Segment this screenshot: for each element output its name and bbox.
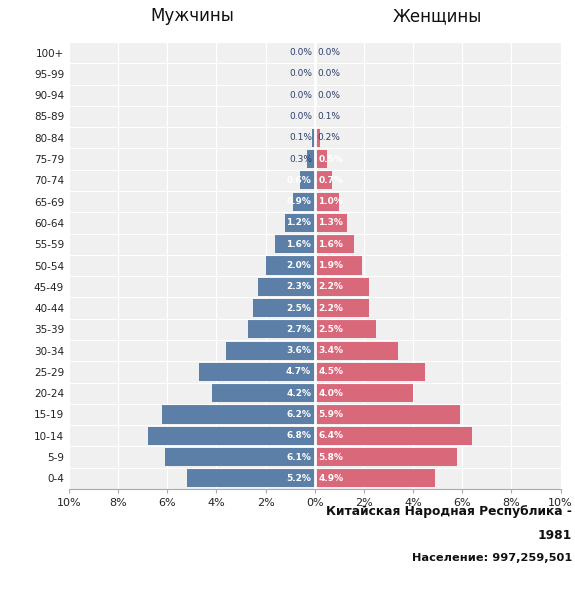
Bar [315, 384, 413, 402]
Text: 2.5%: 2.5% [286, 304, 311, 313]
Bar [312, 129, 315, 147]
Text: 2.0%: 2.0% [286, 261, 311, 270]
Bar [315, 299, 369, 317]
Text: 2.2%: 2.2% [319, 304, 343, 313]
Bar [315, 341, 398, 359]
Text: 2.3%: 2.3% [286, 282, 311, 291]
Bar [248, 320, 315, 338]
Bar [315, 406, 460, 424]
Bar [315, 427, 472, 445]
Text: 0.2%: 0.2% [317, 133, 340, 142]
Text: 1.6%: 1.6% [286, 240, 311, 249]
Bar [266, 256, 315, 275]
Text: PopulationPyramid.net: PopulationPyramid.net [32, 560, 204, 574]
Text: 5.8%: 5.8% [319, 452, 343, 461]
Bar [315, 129, 320, 147]
Text: 1.2%: 1.2% [286, 218, 311, 227]
Text: 0.0%: 0.0% [317, 91, 340, 100]
Bar [315, 363, 426, 381]
Bar [165, 448, 315, 466]
Text: 1981: 1981 [538, 529, 572, 542]
Text: 3.4%: 3.4% [319, 346, 343, 355]
Bar [315, 278, 369, 296]
Text: 0.0%: 0.0% [289, 48, 312, 57]
Bar [300, 172, 315, 190]
Text: 3.6%: 3.6% [286, 346, 311, 355]
Bar [315, 448, 457, 466]
Text: 4.9%: 4.9% [319, 474, 344, 483]
Text: 0.6%: 0.6% [286, 176, 311, 185]
Bar [258, 278, 315, 296]
Bar [275, 235, 315, 253]
Bar [315, 150, 327, 168]
Text: 0.0%: 0.0% [317, 48, 340, 57]
Bar [315, 172, 332, 190]
Bar [187, 469, 315, 487]
Text: 4.2%: 4.2% [286, 389, 311, 398]
Text: Женщины: Женщины [393, 7, 482, 25]
Text: 0.1%: 0.1% [289, 133, 312, 142]
Text: 0.1%: 0.1% [317, 112, 340, 121]
Text: 4.5%: 4.5% [319, 367, 343, 376]
Text: 6.1%: 6.1% [286, 452, 311, 461]
Text: 0.0%: 0.0% [289, 112, 312, 121]
Bar [315, 469, 435, 487]
Text: Население: 997,259,501: Население: 997,259,501 [412, 553, 572, 563]
Text: 5.9%: 5.9% [319, 410, 343, 419]
Bar [162, 406, 315, 424]
Text: 2.7%: 2.7% [286, 325, 311, 334]
Bar [315, 193, 339, 211]
Text: 1.9%: 1.9% [319, 261, 343, 270]
Text: 1.6%: 1.6% [319, 240, 343, 249]
Text: 0.9%: 0.9% [286, 197, 311, 206]
Text: 1.0%: 1.0% [319, 197, 343, 206]
Text: 0.3%: 0.3% [289, 155, 312, 164]
Text: 0.7%: 0.7% [319, 176, 343, 185]
Bar [308, 150, 315, 168]
Bar [212, 384, 315, 402]
Text: 4.7%: 4.7% [286, 367, 311, 376]
Text: 0.5%: 0.5% [319, 155, 343, 164]
Text: Китайская Народная Республика -: Китайская Народная Республика - [326, 505, 572, 518]
Bar [315, 214, 347, 232]
Text: 6.2%: 6.2% [286, 410, 311, 419]
Bar [293, 193, 315, 211]
Bar [315, 320, 376, 338]
Text: 2.2%: 2.2% [319, 282, 343, 291]
Bar [227, 341, 315, 359]
Bar [148, 427, 315, 445]
Bar [200, 363, 315, 381]
Bar [315, 256, 362, 275]
Bar [285, 214, 315, 232]
Text: 1.3%: 1.3% [319, 218, 343, 227]
Text: 0.0%: 0.0% [289, 70, 312, 79]
Text: 0.0%: 0.0% [289, 91, 312, 100]
Text: 0.0%: 0.0% [317, 70, 340, 79]
Text: 2.5%: 2.5% [319, 325, 343, 334]
Text: 5.2%: 5.2% [286, 474, 311, 483]
Text: 4.0%: 4.0% [319, 389, 343, 398]
Text: 6.8%: 6.8% [286, 431, 311, 440]
Text: 6.4%: 6.4% [319, 431, 343, 440]
Bar [315, 235, 354, 253]
Bar [315, 107, 317, 125]
Text: Мужчины: Мужчины [150, 7, 234, 25]
Bar [254, 299, 315, 317]
